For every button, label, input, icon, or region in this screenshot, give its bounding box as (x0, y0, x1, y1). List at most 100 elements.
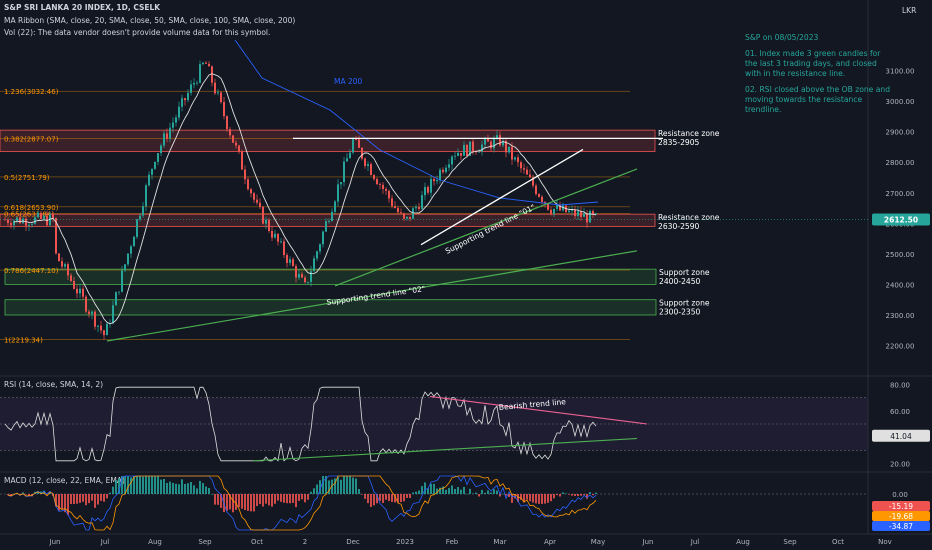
macd-histogram-bar (88, 494, 90, 504)
macd-histogram-bar (97, 494, 99, 505)
macd-histogram-bar (496, 490, 498, 494)
macd-histogram-bar (175, 483, 177, 494)
candle-body (328, 221, 330, 222)
macd-histogram-bar (490, 492, 492, 494)
macd-histogram-bar (274, 494, 276, 504)
candle-body (439, 169, 441, 181)
macd-histogram-bar (349, 476, 351, 494)
candle-body (394, 206, 396, 209)
macd-histogram-bar (481, 489, 483, 494)
candle-body (127, 253, 129, 265)
macd-histogram-bar (334, 478, 336, 494)
rsi-title: RSI (14, close, SMA, 14, 2) (4, 380, 103, 389)
candle-body (223, 101, 225, 117)
price-tick-label: 2900.00 (886, 129, 915, 137)
macd-histogram-bar (247, 494, 249, 511)
time-tick-label: Apr (544, 538, 556, 546)
candle-body (241, 151, 243, 170)
candle-body (34, 217, 36, 224)
macd-histogram-bar (307, 494, 309, 500)
macd-histogram-bar (457, 487, 459, 494)
zone-box (0, 213, 656, 227)
macd-histogram-bar (268, 494, 270, 506)
macd-histogram-bar (373, 494, 375, 506)
macd-histogram-bar (409, 494, 411, 498)
candle-body (478, 151, 480, 153)
macd-histogram-bar (505, 494, 507, 496)
candle-body (574, 209, 576, 217)
candle-body (412, 208, 414, 219)
candle-body (166, 133, 168, 139)
candle-body (397, 208, 399, 213)
candle-body (514, 157, 516, 160)
macd-histogram-bar (469, 488, 471, 494)
candle-body (4, 219, 6, 221)
candle-body (349, 152, 351, 159)
time-tick-label: Dec (346, 538, 360, 546)
macd-histogram-bar (79, 494, 81, 503)
macd-histogram-bar (346, 476, 348, 494)
macd-histogram-bar (355, 478, 357, 494)
macd-histogram-bar (172, 482, 174, 494)
candle-body (391, 198, 393, 207)
time-tick-label: Jun (642, 538, 654, 546)
macd-histogram-bar (292, 494, 294, 503)
macd-histogram-bar (511, 494, 513, 503)
macd-histogram-bar (163, 478, 165, 494)
macd-histogram-bar (160, 479, 162, 494)
fib-label: 1(2219.34) (4, 337, 43, 345)
candle-body (115, 292, 117, 306)
candle-body (331, 211, 333, 222)
time-tick-label: Jul (690, 538, 700, 546)
macd-value-label: -19.68 (889, 512, 913, 521)
candle-body (175, 117, 177, 123)
macd-histogram-bar (94, 494, 96, 508)
note-title: S&P on 08/05/2023 (745, 33, 819, 42)
time-tick-label: Feb (446, 538, 459, 546)
macd-histogram-bar (67, 494, 69, 515)
macd-histogram-bar (448, 487, 450, 494)
candle-body (106, 323, 108, 336)
macd-histogram-bar (28, 494, 30, 496)
macd-histogram-bar (463, 486, 465, 494)
macd-histogram-bar (379, 494, 381, 501)
candle-body (190, 84, 192, 93)
macd-histogram-bar (328, 480, 330, 494)
macd-histogram-bar (589, 492, 591, 494)
macd-histogram-bar (406, 494, 408, 498)
macd-histogram-bar (271, 494, 273, 507)
candle-body (40, 212, 42, 219)
macd-histogram-bar (454, 488, 456, 494)
candle-body (382, 184, 384, 189)
macd-histogram-bar (193, 485, 195, 494)
candle-body (208, 63, 210, 67)
candle-body (100, 325, 102, 331)
candle-body (73, 280, 75, 289)
macd-histogram-bar (211, 493, 213, 495)
macd-histogram-bar (337, 476, 339, 494)
macd-histogram-bar (256, 494, 258, 507)
candle-body (487, 138, 489, 142)
macd-histogram-bar (136, 476, 138, 494)
macd-histogram-bar (475, 492, 477, 494)
time-tick-label: Jun (49, 538, 61, 546)
price-tick-label: 2200.00 (886, 343, 915, 351)
candle-body (373, 175, 375, 180)
candle-body (421, 195, 423, 210)
macd-histogram-bar (526, 494, 528, 500)
candle-body (43, 215, 45, 219)
candle-body (118, 291, 120, 293)
zone-box (4, 268, 657, 285)
macd-histogram-bar (508, 494, 510, 497)
time-tick-label: 2 (303, 538, 307, 546)
macd-histogram-bar (400, 494, 402, 503)
macd-histogram-bar (433, 483, 435, 494)
candle-body (28, 224, 30, 226)
candle-body (361, 147, 363, 159)
candle-body (334, 201, 336, 212)
macd-value-label: -15.19 (889, 502, 913, 511)
macd-histogram-bar (550, 494, 552, 502)
macd-histogram-bar (10, 494, 12, 497)
candle-body (550, 209, 552, 214)
trendline-01 (334, 168, 638, 287)
